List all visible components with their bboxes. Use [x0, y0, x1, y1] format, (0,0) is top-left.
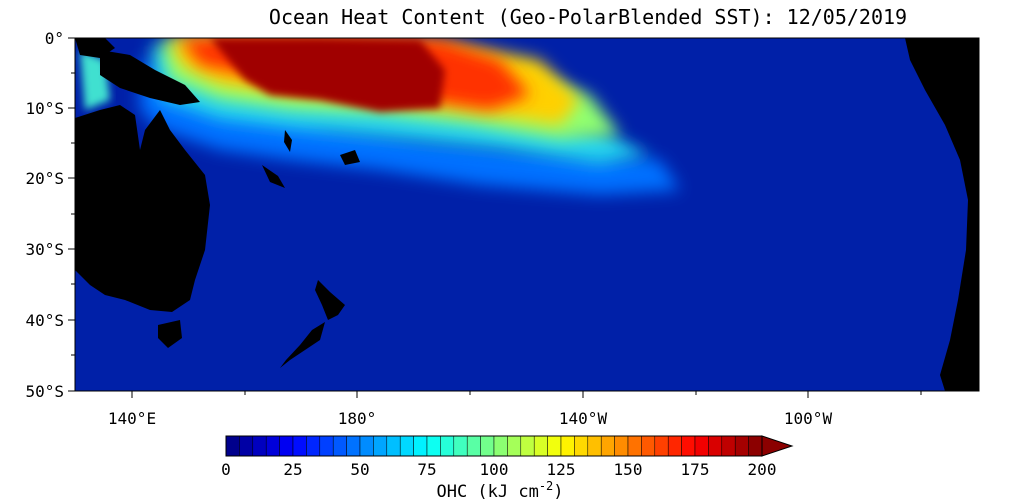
colorbar-cell	[667, 435, 682, 457]
colorbar-cell	[493, 435, 508, 457]
colorbar-cell	[694, 435, 709, 457]
colorbar-cell	[681, 435, 696, 457]
colorbar-tick-label: 125	[547, 460, 576, 479]
colorbar-cell	[708, 435, 723, 457]
colorbar-tick-label: 50	[350, 460, 369, 479]
colorbar-cell	[520, 435, 535, 457]
colorbar	[225, 435, 794, 457]
colorbar-cell	[359, 435, 374, 457]
colorbar-cell	[413, 435, 428, 457]
colorbar-cell	[239, 435, 254, 457]
land-new-zealand-north	[315, 280, 345, 320]
colorbar-cell	[466, 435, 481, 457]
lat-label: 0°	[45, 29, 64, 48]
colorbar-cell	[748, 435, 763, 457]
land-tasmania	[158, 320, 182, 348]
colorbar-cell	[654, 435, 669, 457]
colorbar-overflow-arrow	[761, 435, 794, 457]
map-title: Ocean Heat Content (Geo-PolarBlended SST…	[269, 5, 907, 29]
colorbar-cell	[480, 435, 495, 457]
colorbar-cell	[279, 435, 294, 457]
colorbar-cell	[574, 435, 589, 457]
land-australia	[75, 105, 210, 312]
land-new-caledonia	[262, 165, 285, 188]
colorbar-cell	[587, 435, 602, 457]
colorbar-cell	[319, 435, 334, 457]
land-maritime-continent	[75, 38, 115, 58]
colorbar-cell	[560, 435, 575, 457]
colorbar-cell	[225, 435, 240, 457]
colorbar-cell	[426, 435, 441, 457]
colorbar-tick-label: 0	[221, 460, 231, 479]
colorbar-tick-label: 100	[480, 460, 509, 479]
colorbar-frame	[225, 435, 763, 457]
land-new-zealand-south	[280, 322, 325, 368]
colorbar-tick-label: 150	[614, 460, 643, 479]
colorbar-cell	[627, 435, 642, 457]
colorbar-cell	[399, 435, 414, 457]
colorbar-cells	[225, 435, 763, 457]
colorbar-cell	[734, 435, 749, 457]
colorbar-cell	[252, 435, 267, 457]
colorbar-cell	[547, 435, 562, 457]
longitude-labels: 140°E 180° 140°W 100°W	[108, 409, 833, 428]
lat-label: 40°S	[25, 311, 64, 330]
colorbar-cell	[373, 435, 388, 457]
colorbar-tick-label: 200	[748, 460, 777, 479]
colorbar-cell	[600, 435, 615, 457]
axis-ticks	[68, 37, 922, 398]
colorbar-cell	[641, 435, 656, 457]
lon-label: 140°E	[108, 409, 156, 428]
colorbar-cell	[332, 435, 347, 457]
colorbar-cell	[453, 435, 468, 457]
lat-label: 10°S	[25, 99, 64, 118]
lon-label: 180°	[338, 409, 377, 428]
lat-label: 30°S	[25, 240, 64, 259]
lat-label: 50°S	[25, 382, 64, 401]
colorbar-cell	[533, 435, 548, 457]
colorbar-cell	[721, 435, 736, 457]
colorbar-cell	[346, 435, 361, 457]
colorbar-cell	[265, 435, 280, 457]
land-south-america	[905, 38, 979, 391]
colorbar-cell	[507, 435, 522, 457]
map-plot-area	[75, 38, 979, 391]
colorbar-cell	[440, 435, 455, 457]
lon-label: 100°W	[784, 409, 833, 428]
colorbar-tick-label: 25	[283, 460, 302, 479]
land-masses	[75, 38, 979, 391]
lon-label: 140°W	[559, 409, 608, 428]
colorbar-tick-label: 75	[417, 460, 436, 479]
lat-label: 20°S	[25, 169, 64, 188]
colorbar-cell	[614, 435, 629, 457]
heat-content-field	[80, 38, 680, 195]
land-new-guinea	[100, 50, 200, 105]
land-fiji	[340, 150, 360, 165]
colorbar-tick-label: 175	[681, 460, 710, 479]
land-vanuatu	[284, 130, 292, 152]
colorbar-unit-label: OHC (kJ cm-2)	[436, 479, 563, 502]
colorbar-cell	[386, 435, 401, 457]
colorbar-cell	[292, 435, 307, 457]
latitude-labels: 0° 10°S 20°S 30°S 40°S 50°S	[25, 29, 64, 401]
colorbar-cell	[306, 435, 321, 457]
colorbar-tick-labels: 0 25 50 75 100 125 150 175 200	[221, 460, 776, 479]
